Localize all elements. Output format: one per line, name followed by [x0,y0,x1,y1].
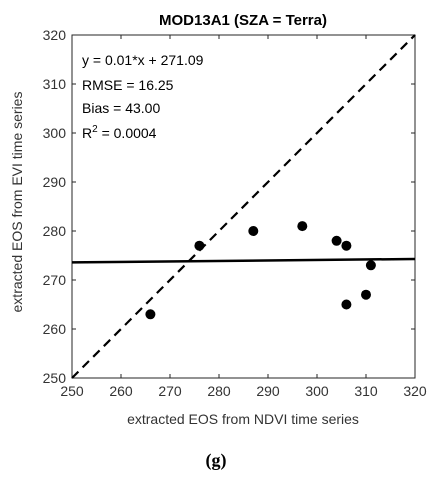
one-to-one-line [71,34,416,379]
x-tick-label: 310 [354,383,378,399]
figure-caption: (g) [206,450,227,471]
r-squared-label: R2 = 0.0004 [82,124,157,141]
data-point [341,240,352,251]
chart-title: MOD13A1 (SZA = Terra) [159,12,327,29]
data-point [341,299,352,310]
x-tick-label: 300 [305,383,329,399]
y-tick-label: 290 [43,174,67,190]
x-tick-label: 290 [256,383,280,399]
x-axis-label: extracted EOS from NDVI time series [127,411,359,427]
data-marks [71,34,416,379]
x-tick-label: 270 [158,383,182,399]
plot-frame [71,34,416,379]
data-point [331,235,342,246]
x-tick-label: 320 [403,383,427,399]
y-tick-label: 280 [43,223,67,239]
rmse-label: RMSE = 16.25 [82,77,174,93]
stats-annotation: y = 0.01*x + 271.09 RMSE = 16.25 Bias = … [82,52,204,141]
axis-ticks: 250 260 270 280 290 300 310 320 250 260 270 280 290 3… [43,27,427,399]
y-tick-label: 310 [43,76,67,92]
data-point [365,260,376,271]
data-point [297,221,308,232]
y-axis-label: extracted EOS from EVI time series [9,92,25,313]
regression-line [71,257,416,264]
plot-area [71,34,416,379]
y-tick-label: 260 [43,321,67,337]
x-tick-label: 260 [109,383,133,399]
x-tick-label: 250 [60,383,84,399]
data-point [361,289,371,300]
bias-label: Bias = 43.00 [82,100,160,116]
x-tick-label: 280 [207,383,231,399]
y-tick-label: 270 [43,272,67,288]
data-point [248,226,259,236]
data-point [145,309,156,320]
y-tick-label: 250 [43,370,67,386]
regression-equation: y = 0.01*x + 271.09 [82,52,204,68]
y-tick-label: 300 [43,125,67,141]
data-point [194,240,205,251]
y-tick-label: 320 [43,27,67,43]
